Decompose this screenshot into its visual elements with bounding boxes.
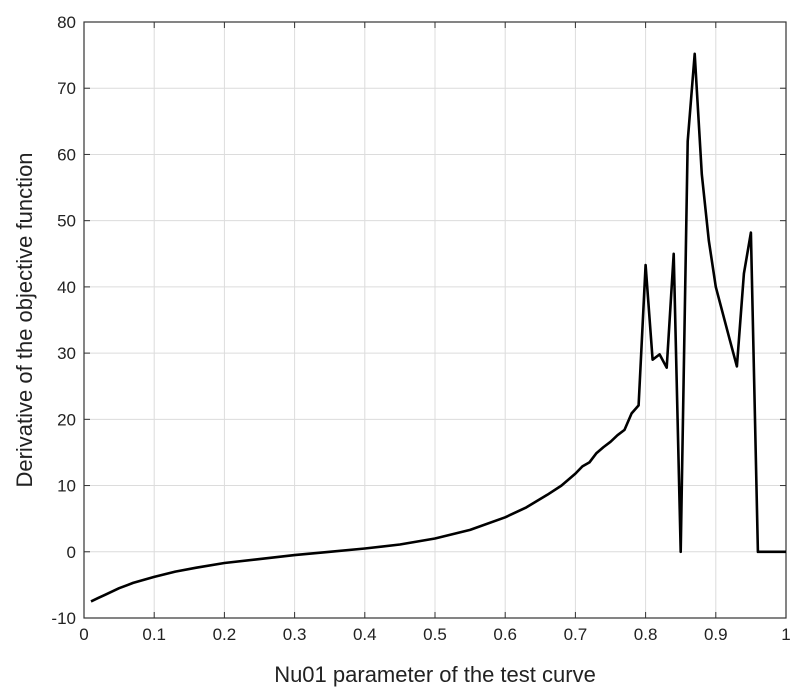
y-tick-labels: -10 0 10 20 30 40 50 60 70 80 [51, 13, 76, 628]
derivative-series-line [90, 52, 786, 603]
x-tick-label: 0.4 [353, 625, 377, 644]
x-tick-label: 0.3 [283, 625, 307, 644]
x-tick-labels: 0 0.1 0.2 0.3 0.4 0.5 0.6 0.7 0.8 0.9 1 [79, 625, 790, 644]
y-tick-label: 60 [57, 145, 76, 164]
y-tick-label: 10 [57, 477, 76, 496]
x-tick-label: 0.6 [493, 625, 517, 644]
y-tick-label: 0 [67, 543, 76, 562]
x-tick-label: 0.7 [564, 625, 588, 644]
x-tick-label: 0 [79, 625, 88, 644]
y-tick-label: 40 [57, 278, 76, 297]
y-tick-label: 30 [57, 344, 76, 363]
y-axis-label: Derivative of the objective function [12, 152, 37, 487]
x-tick-label: 0.2 [213, 625, 237, 644]
axis-ticks [83, 21, 787, 619]
x-tick-label: 1 [781, 625, 790, 644]
y-tick-label: 20 [57, 410, 76, 429]
x-tick-label: 0.1 [142, 625, 166, 644]
y-tick-label: 80 [57, 13, 76, 32]
x-axis-label: Nu01 parameter of the test curve [274, 662, 596, 687]
y-tick-label: 70 [57, 79, 76, 98]
x-tick-label: 0.9 [704, 625, 728, 644]
y-tick-label: -10 [51, 609, 76, 628]
y-tick-label: 50 [57, 212, 76, 231]
x-tick-label: 0.8 [634, 625, 658, 644]
x-tick-label: 0.5 [423, 625, 447, 644]
